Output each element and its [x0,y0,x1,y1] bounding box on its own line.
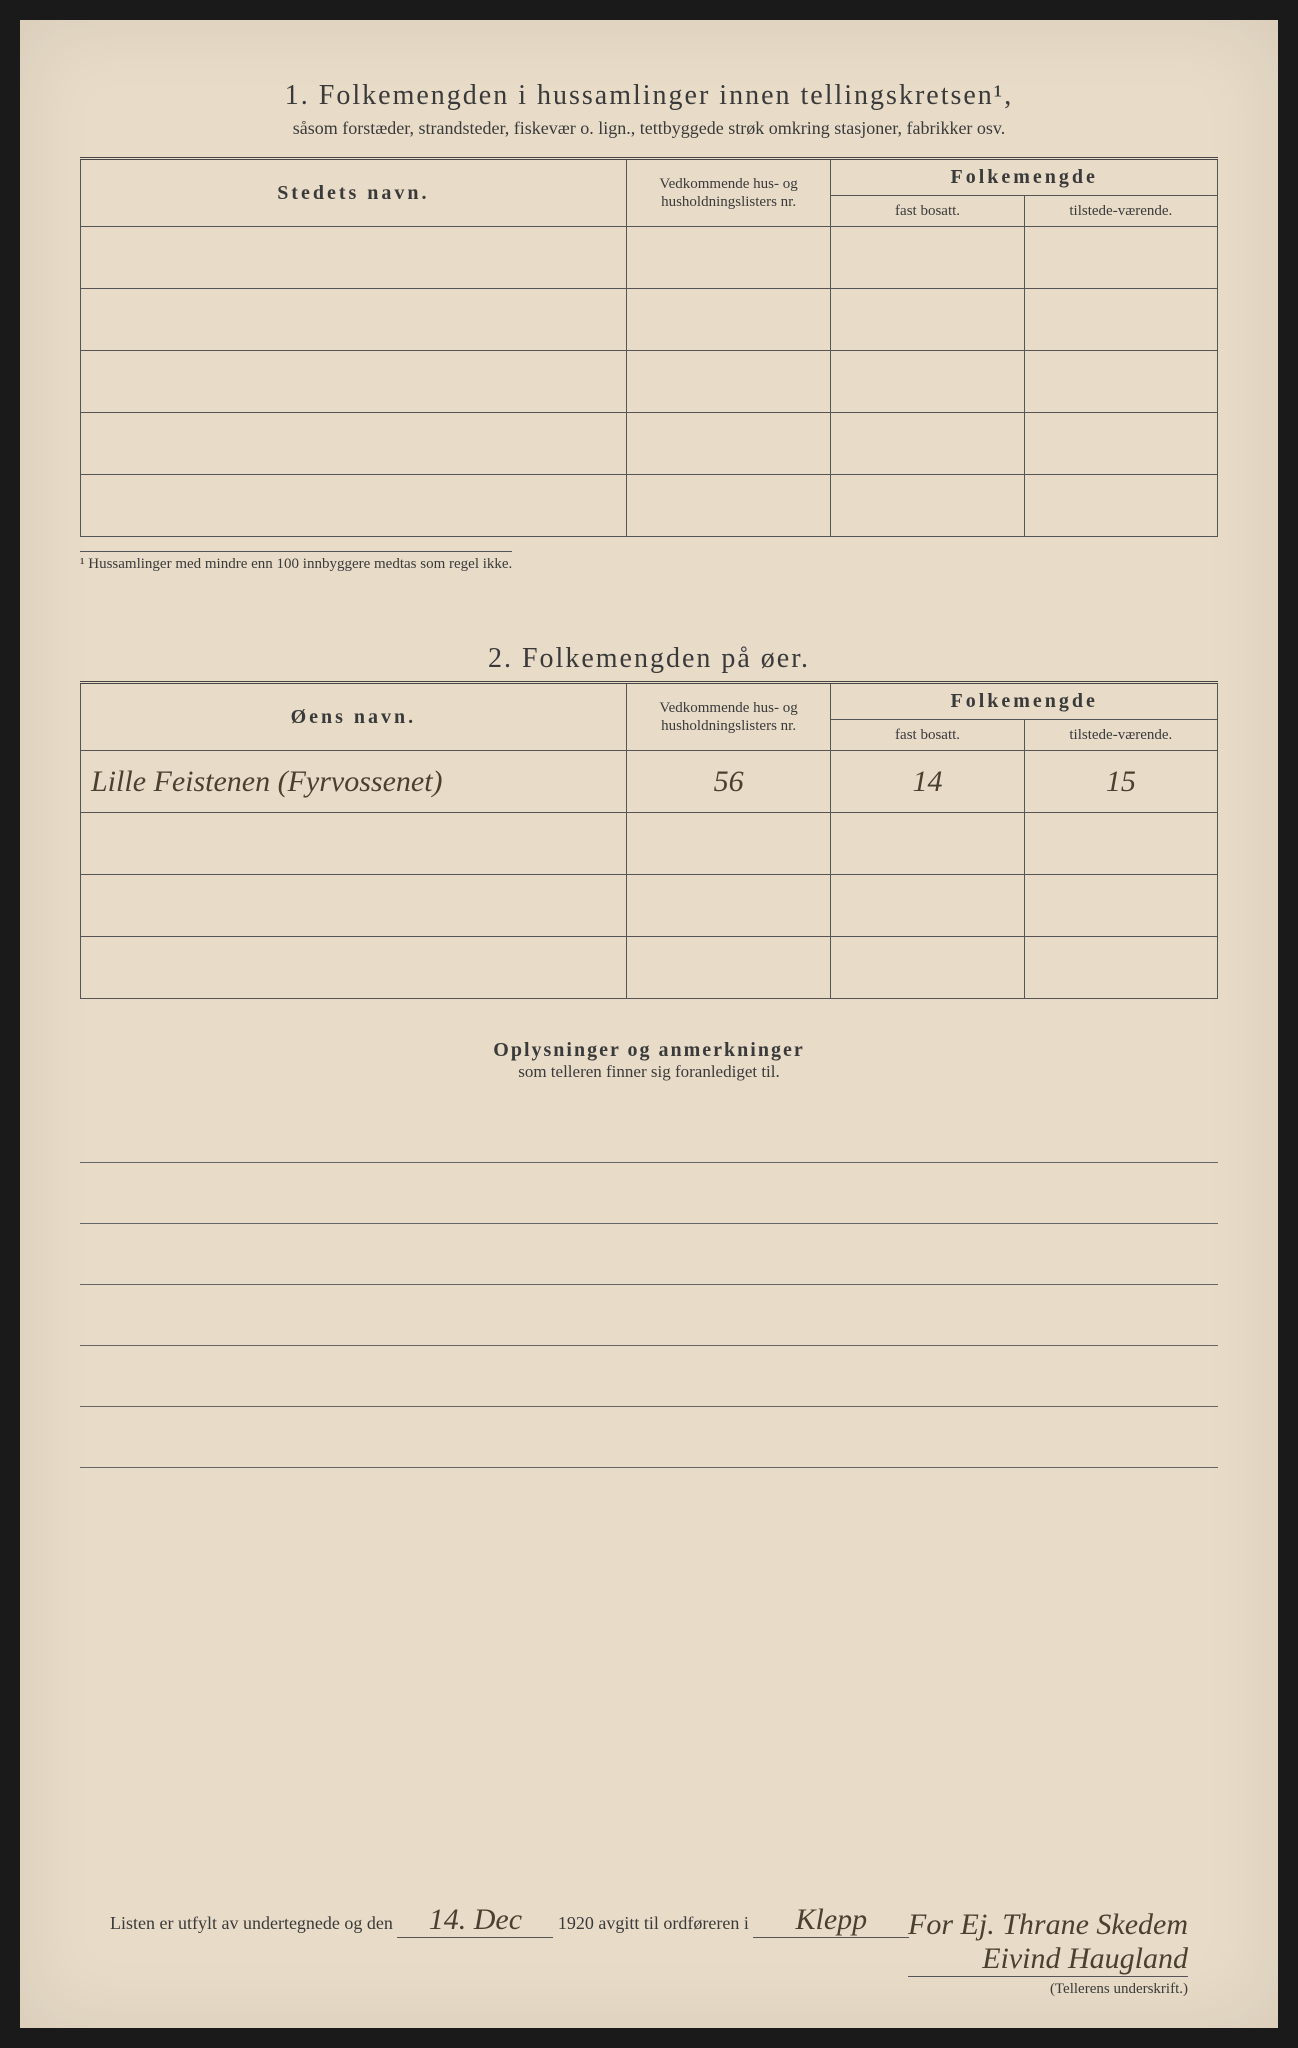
table-row [81,475,1218,537]
oplysninger-section: Oplysninger og anmerkninger som telleren… [80,1039,1218,1468]
section-1-title: 1. Folkemengden i hussamlinger innen tel… [80,80,1218,112]
section-1-number: 1. [285,80,310,111]
cell-til [1024,875,1217,937]
th-hus: Vedkommende hus- og husholdningslisters … [626,683,831,751]
cell-fast [831,813,1024,875]
cell-hus [626,813,831,875]
cell-name [81,813,627,875]
th-tilstede: tilstede-værende. [1024,196,1217,227]
cell-til [1024,937,1217,999]
th-fast: fast bosatt. [831,196,1024,227]
blank-line [80,1285,1218,1346]
cell-name: Lille Feistenen (Fyrvossenet) [81,751,627,813]
cell-fast [831,351,1024,413]
cell-hus [626,413,831,475]
cell-name [81,289,627,351]
cell-fast [831,413,1024,475]
th-fast: fast bosatt. [831,720,1024,751]
cell-fast [831,227,1024,289]
section-1: 1. Folkemengden i hussamlinger innen tel… [80,80,1218,573]
signature-line-1: For Ej. Thrane Skedem [908,1908,1188,1942]
cell-til [1024,289,1217,351]
cell-til [1024,351,1217,413]
cell-fast [831,475,1024,537]
table-row [81,289,1218,351]
blank-line [80,1346,1218,1407]
cell-til [1024,413,1217,475]
cell-name [81,413,627,475]
section-2: 2. Folkemengden på øer. Øens navn. Vedko… [80,643,1218,999]
signature-block: Listen er utfylt av undertegnede og den … [110,1903,1188,1938]
th-hus: Vedkommende hus- og husholdningslisters … [626,159,831,227]
cell-fast: 14 [831,751,1024,813]
oplysninger-title: Oplysninger og anmerkninger [80,1039,1218,1062]
section-2-title: 2. Folkemengden på øer. [80,643,1218,675]
oplysninger-lines [80,1102,1218,1468]
cell-til [1024,813,1217,875]
blank-line [80,1163,1218,1224]
table-2: Øens navn. Vedkommende hus- og husholdni… [80,681,1218,999]
cell-til: 15 [1024,751,1217,813]
signature-caption: (Tellerens underskrift.) [908,1981,1188,1998]
cell-hus [626,227,831,289]
table-row [81,937,1218,999]
cell-til [1024,475,1217,537]
blank-line [80,1407,1218,1468]
section-1-heading: Folkemengden i hussamlinger innen tellin… [319,80,1013,111]
cell-name [81,351,627,413]
cell-hus [626,351,831,413]
blank-line [80,1102,1218,1163]
signature-right: For Ej. Thrane Skedem Eivind Haugland (T… [908,1908,1188,1998]
sig-middle: avgitt til ordføreren i [598,1913,748,1933]
table-row [81,813,1218,875]
table-row: Lille Feistenen (Fyrvossenet) 56 14 15 [81,751,1218,813]
cell-name [81,937,627,999]
sig-prefix: Listen er utfylt av undertegnede og den [110,1913,393,1933]
section-2-number: 2. [488,643,513,674]
section-1-footnote: ¹ Hussamlinger med mindre enn 100 innbyg… [80,551,512,573]
th-folkemengde: Folkemengde [831,159,1218,196]
th-name: Øens navn. [81,683,627,751]
table-2-body: Lille Feistenen (Fyrvossenet) 56 14 15 [81,751,1218,999]
cell-fast [831,289,1024,351]
table-row [81,413,1218,475]
cell-hus [626,875,831,937]
blank-line [80,1224,1218,1285]
oplysninger-subtitle: som telleren finner sig foranlediget til… [80,1062,1218,1082]
signature-line-2: Eivind Haugland [908,1942,1188,1977]
section-1-subtitle: såsom forstæder, strandsteder, fiskevær … [80,118,1218,139]
section-2-heading: Folkemengden på øer. [522,643,810,674]
table-row [81,227,1218,289]
th-tilstede: tilstede-værende. [1024,720,1217,751]
cell-name [81,227,627,289]
cell-til [1024,227,1217,289]
table-row [81,875,1218,937]
cell-name [81,875,627,937]
cell-name [81,475,627,537]
cell-hus [626,475,831,537]
cell-hus [626,937,831,999]
table-1-body [81,227,1218,537]
cell-fast [831,875,1024,937]
cell-hus: 56 [626,751,831,813]
th-name: Stedets navn. [81,159,627,227]
census-form-page: 1. Folkemengden i hussamlinger innen tel… [20,20,1278,2028]
th-folkemengde: Folkemengde [831,683,1218,720]
table-row [81,351,1218,413]
table-1: Stedets navn. Vedkommende hus- og hushol… [80,157,1218,537]
cell-fast [831,937,1024,999]
sig-date: 14. Dec [397,1903,553,1938]
cell-hus [626,289,831,351]
sig-year: 1920 [558,1913,594,1933]
sig-place: Klepp [753,1903,909,1938]
